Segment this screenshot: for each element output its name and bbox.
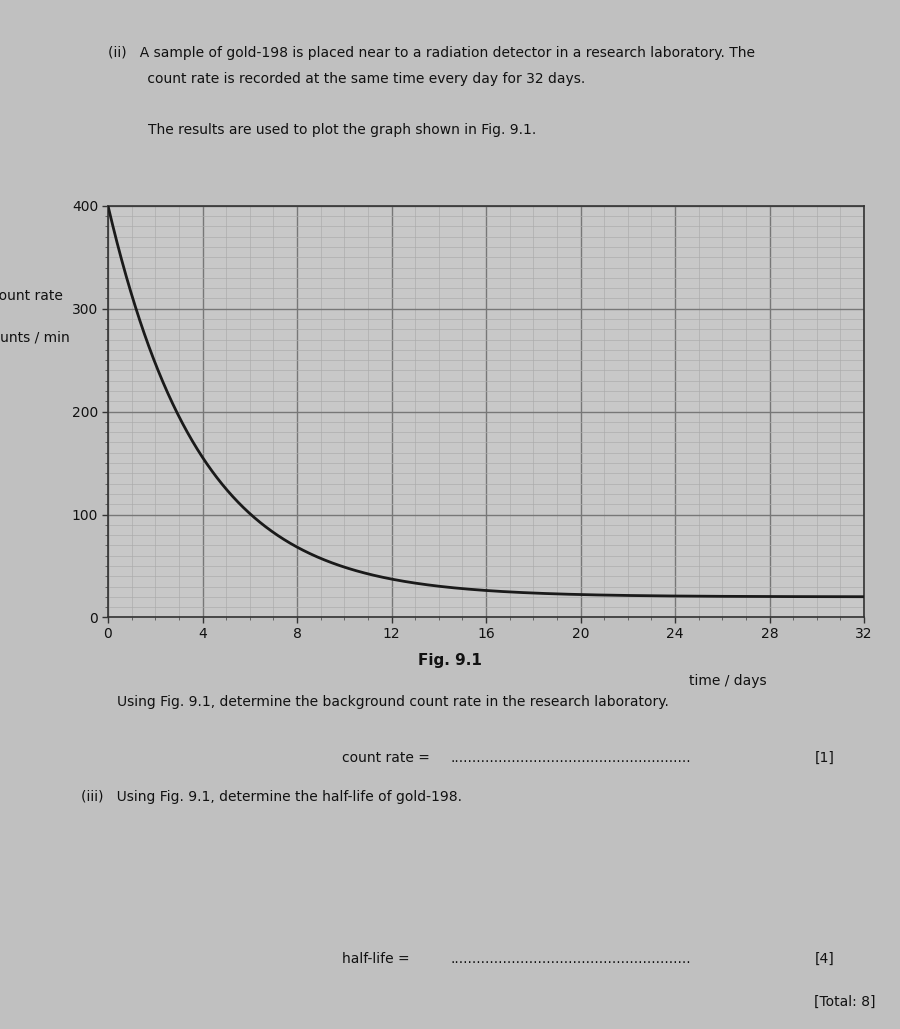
Text: (iii)   Using Fig. 9.1, determine the half-life of gold-198.: (iii) Using Fig. 9.1, determine the half… <box>81 790 462 805</box>
Text: counts / min: counts / min <box>0 330 70 345</box>
Text: Using Fig. 9.1, determine the background count rate in the research laboratory.: Using Fig. 9.1, determine the background… <box>117 695 669 709</box>
Text: time / days: time / days <box>689 674 767 688</box>
Text: count rate =: count rate = <box>342 751 434 766</box>
Text: [4]: [4] <box>814 952 834 966</box>
Text: half-life =: half-life = <box>342 952 414 966</box>
Text: [1]: [1] <box>814 751 834 766</box>
Text: The results are used to plot the graph shown in Fig. 9.1.: The results are used to plot the graph s… <box>148 123 536 138</box>
Text: count rate is recorded at the same time every day for 32 days.: count rate is recorded at the same time … <box>108 72 585 86</box>
Text: count rate: count rate <box>0 289 63 304</box>
Text: [Total: 8]: [Total: 8] <box>814 995 876 1009</box>
Text: .......................................................: ........................................… <box>450 952 690 966</box>
Text: Fig. 9.1: Fig. 9.1 <box>418 653 482 669</box>
Text: (ii)   A sample of gold-198 is placed near to a radiation detector in a research: (ii) A sample of gold-198 is placed near… <box>108 46 755 61</box>
Text: .......................................................: ........................................… <box>450 751 690 766</box>
